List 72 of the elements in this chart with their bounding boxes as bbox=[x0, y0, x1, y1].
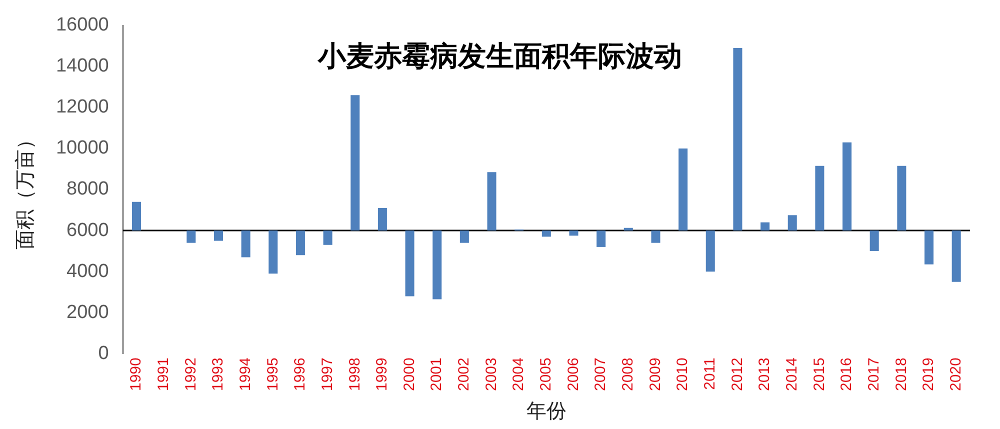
bar bbox=[460, 230, 469, 243]
bar bbox=[870, 230, 879, 252]
y-tick-label: 10000 bbox=[56, 138, 109, 159]
x-tick-label: 2009 bbox=[646, 358, 664, 392]
bar bbox=[350, 95, 360, 231]
y-tick-label: 12000 bbox=[56, 96, 109, 118]
y-tick-label: 0 bbox=[98, 342, 109, 364]
x-tick-label: 2001 bbox=[428, 358, 446, 392]
bar bbox=[924, 230, 934, 264]
x-tick-label: 2004 bbox=[510, 358, 528, 392]
x-tick-label: 1995 bbox=[264, 358, 282, 392]
bar bbox=[706, 230, 715, 272]
bar bbox=[323, 230, 332, 245]
x-tick-label: 2010 bbox=[674, 358, 692, 392]
bar bbox=[214, 230, 223, 241]
bar bbox=[542, 230, 551, 237]
bar bbox=[487, 172, 496, 231]
x-tick-label: 1994 bbox=[236, 358, 254, 392]
y-tick-label: 4000 bbox=[66, 260, 109, 282]
x-tick-label: 2000 bbox=[400, 358, 418, 392]
x-tick-label: 2006 bbox=[564, 358, 582, 392]
x-tick-label: 1998 bbox=[346, 358, 364, 392]
x-tick-label: 2005 bbox=[538, 358, 555, 392]
bar bbox=[132, 202, 142, 231]
y-tick-label: 6000 bbox=[66, 220, 109, 241]
bar bbox=[842, 142, 852, 231]
x-tick-label: 2014 bbox=[784, 358, 801, 392]
y-axis-title: 面积（万亩） bbox=[14, 130, 37, 250]
x-tick-label: 2019 bbox=[920, 358, 938, 392]
y-tick-label: 8000 bbox=[66, 178, 109, 200]
x-tick-label: 1999 bbox=[374, 358, 391, 392]
x-tick-label: 1997 bbox=[318, 358, 336, 392]
bar bbox=[296, 230, 305, 256]
x-tick-label: 2013 bbox=[756, 358, 774, 392]
bar bbox=[952, 230, 961, 282]
bar bbox=[788, 215, 797, 231]
x-tick-label: 2008 bbox=[620, 358, 637, 392]
x-tick-label: 2003 bbox=[482, 358, 500, 392]
bar bbox=[733, 48, 742, 231]
bar bbox=[760, 222, 770, 231]
x-tick-label: 2018 bbox=[892, 358, 910, 392]
x-axis-title: 年份 bbox=[526, 400, 566, 423]
x-tick-label: 1991 bbox=[154, 358, 172, 392]
x-tick-label: 2002 bbox=[456, 358, 473, 392]
x-tick-label: 2012 bbox=[728, 358, 746, 392]
x-tick-label: 2007 bbox=[592, 358, 610, 392]
x-tick-label: 2015 bbox=[810, 358, 828, 392]
x-tick-label: 1992 bbox=[182, 358, 200, 392]
text: 小麦赤霉病发生面积年际波动 bbox=[317, 40, 682, 72]
bar bbox=[678, 148, 688, 231]
x-tick-label: 1996 bbox=[292, 358, 309, 392]
x-tick-label: 1990 bbox=[128, 358, 145, 392]
bar bbox=[405, 230, 414, 296]
x-tick-label: 2020 bbox=[947, 358, 964, 392]
bar bbox=[186, 230, 196, 243]
bar bbox=[241, 230, 250, 258]
y-tick-label: 2000 bbox=[66, 302, 109, 323]
bar bbox=[815, 166, 824, 231]
x-tick-label: 2016 bbox=[838, 358, 856, 392]
bar bbox=[569, 230, 578, 236]
bar bbox=[268, 230, 278, 274]
bar bbox=[651, 230, 660, 243]
y-tick-label: 14000 bbox=[56, 56, 109, 77]
bar bbox=[378, 208, 387, 231]
x-tick-label: 2011 bbox=[702, 358, 719, 390]
x-tick-label: 1993 bbox=[210, 358, 227, 392]
bar bbox=[596, 230, 606, 247]
y-tick-label: 16000 bbox=[56, 14, 109, 36]
bar bbox=[624, 228, 633, 231]
bar bbox=[432, 230, 442, 300]
x-tick-label: 2017 bbox=[865, 358, 882, 392]
bar bbox=[897, 166, 906, 231]
